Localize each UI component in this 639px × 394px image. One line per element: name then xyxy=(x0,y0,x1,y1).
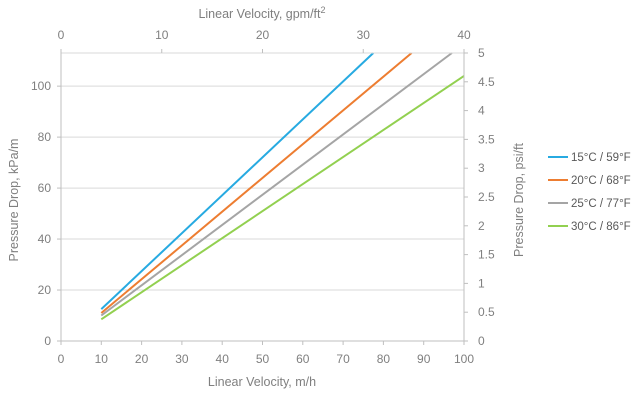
legend-label: 15°C / 59°F xyxy=(571,152,631,164)
y2-tick-label: 3 xyxy=(478,161,485,175)
x2-tick-label: 30 xyxy=(357,28,371,42)
x-tick-label: 70 xyxy=(336,352,350,366)
x2-tick-label: 10 xyxy=(155,28,169,42)
y2-tick-label: 3.5 xyxy=(478,132,495,146)
y-tick-label: 80 xyxy=(38,130,52,144)
x-axis-title: Linear Velocity, m/h xyxy=(208,375,316,389)
legend: 15°C / 59°F 20°C / 68°F 25°C / 77°F 30°C / … xyxy=(548,152,631,233)
series-line-1 xyxy=(100,52,374,310)
x-tick-label: 90 xyxy=(417,352,431,366)
y2-tick-label: 5 xyxy=(478,46,485,60)
series-line-2 xyxy=(100,52,413,314)
x-tick-label: 80 xyxy=(377,352,391,366)
series-line-3 xyxy=(100,52,453,317)
x-tick-label: 20 xyxy=(135,352,149,366)
legend-label: 20°C / 68°F xyxy=(571,175,631,187)
gridlines xyxy=(61,85,464,342)
y-axis-title: Pressure Drop, kPa/m xyxy=(7,139,21,262)
y2-tick-label: 2 xyxy=(478,219,485,233)
y-tick-label: 100 xyxy=(31,79,51,93)
x-tick-label: 0 xyxy=(58,352,65,366)
x-tick-label: 40 xyxy=(216,352,230,366)
y2-axis-title: Pressure Drop, psi/ft xyxy=(512,143,526,257)
y2-tick-label: 1 xyxy=(478,276,485,290)
x-tick-label: 50 xyxy=(256,352,270,366)
y2-tick-label: 0.5 xyxy=(478,305,495,319)
series-layer xyxy=(100,52,465,321)
y2-tick-label: 4.5 xyxy=(478,75,495,89)
x-tick-label: 100 xyxy=(454,352,474,366)
y2-tick-label: 0 xyxy=(478,334,485,348)
y-tick-label: 0 xyxy=(44,334,51,348)
x-tick-label: 30 xyxy=(175,352,189,366)
x2-tick-label: 40 xyxy=(457,28,471,42)
y2-tick-label: 4 xyxy=(478,104,485,118)
legend-label: 25°C / 77°F xyxy=(571,198,631,210)
y2-tick-label: 1.5 xyxy=(478,248,495,262)
x2-axis-title-superscript: 2 xyxy=(321,5,326,15)
x2-axis-title: Linear Velocity, gpm/ft2 xyxy=(198,5,325,21)
legend-label: 30°C / 86°F xyxy=(571,221,631,233)
y-tick-label: 40 xyxy=(38,232,52,246)
y-tick-label: 60 xyxy=(38,181,52,195)
y2-tick-label: 2.5 xyxy=(478,190,495,204)
y-tick-label: 20 xyxy=(38,283,52,297)
x-tick-label: 60 xyxy=(296,352,310,366)
axes xyxy=(57,49,468,345)
x-tick-label: 10 xyxy=(95,352,109,366)
series-line-4 xyxy=(100,75,465,321)
x2-tick-label: 20 xyxy=(256,28,270,42)
x2-tick-label: 0 xyxy=(58,28,65,42)
